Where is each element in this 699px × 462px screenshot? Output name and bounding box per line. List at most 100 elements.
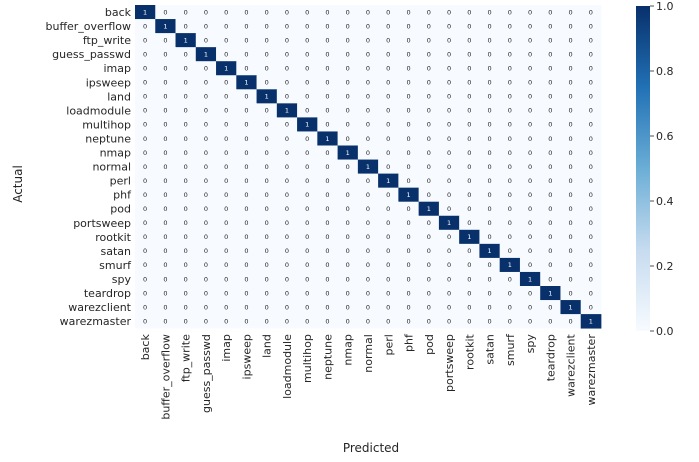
cell-value-label: 0 xyxy=(366,233,370,241)
cell-value-label: 0 xyxy=(406,177,410,185)
cell-value-label: 0 xyxy=(366,121,370,129)
heatmap-cell xyxy=(216,229,237,245)
heatmap-cell xyxy=(580,5,602,20)
heatmap-cell xyxy=(560,75,582,90)
cell-value-label: 1 xyxy=(184,36,188,44)
heatmap-cell xyxy=(337,117,359,132)
cell-value-label: 0 xyxy=(569,177,573,185)
cell-value-label: 0 xyxy=(467,36,471,44)
heatmap-cell xyxy=(398,5,420,20)
heatmap-cell xyxy=(236,89,257,104)
cell-value-label: 0 xyxy=(143,149,147,157)
cell-value-label: 0 xyxy=(386,247,390,255)
cell-value-label: 0 xyxy=(508,303,512,311)
heatmap-cell xyxy=(135,257,156,273)
heatmap-cell xyxy=(276,89,298,104)
cell-value-label: 0 xyxy=(224,121,228,129)
heatmap-cell xyxy=(479,229,501,245)
cell-value-label: 0 xyxy=(265,317,269,325)
heatmap-cell xyxy=(155,229,176,245)
cell-value-label: 0 xyxy=(528,191,532,199)
heatmap-cell xyxy=(479,201,501,217)
cell-value-label: 0 xyxy=(346,107,350,115)
y-tick-labels: backbuffer_overflowftp_writeguess_passwd… xyxy=(45,6,132,328)
cell-value-label: 0 xyxy=(467,303,471,311)
cell-value-label: 0 xyxy=(244,317,248,325)
heatmap-cell xyxy=(418,271,440,287)
cell-value-label: 0 xyxy=(184,317,188,325)
cell-value-label: 0 xyxy=(285,261,289,269)
cell-value-label: 0 xyxy=(346,191,350,199)
heatmap-cell xyxy=(499,173,521,189)
cell-value-label: 0 xyxy=(285,93,289,101)
x-tick-label: spy xyxy=(524,334,537,354)
heatmap-cell xyxy=(479,286,501,301)
heatmap-cell xyxy=(438,286,460,301)
heatmap-cell xyxy=(519,314,541,329)
heatmap-cell xyxy=(276,61,298,76)
cell-value-label: 0 xyxy=(346,303,350,311)
cell-value-label: 0 xyxy=(244,233,248,241)
cell-value-label: 0 xyxy=(447,22,451,30)
y-tick-label: neptune xyxy=(85,132,131,145)
heatmap-cell xyxy=(519,286,541,301)
heatmap-cell xyxy=(195,117,217,132)
heatmap-cell xyxy=(479,271,501,287)
cell-value-label: 0 xyxy=(184,22,188,30)
heatmap-cell xyxy=(276,145,298,160)
heatmap-cell xyxy=(135,33,156,48)
x-tick-label: buffer_overflow xyxy=(159,334,172,420)
cell-value-label: 0 xyxy=(163,205,167,213)
cell-value-label: 0 xyxy=(285,177,289,185)
cell-value-label: 0 xyxy=(589,135,593,143)
heatmap-cell xyxy=(540,229,561,245)
heatmap-cell xyxy=(580,117,602,132)
cell-value-label: 0 xyxy=(467,177,471,185)
heatmap-cell xyxy=(540,103,561,118)
cell-value-label: 0 xyxy=(569,135,573,143)
heatmap-cell xyxy=(135,243,156,259)
heatmap-cell xyxy=(297,215,318,231)
heatmap-cell xyxy=(195,159,217,174)
heatmap-cell xyxy=(317,33,338,48)
heatmap-cell xyxy=(418,89,440,104)
heatmap-cell xyxy=(357,75,379,90)
heatmap-cell xyxy=(378,229,399,245)
heatmap-cell xyxy=(236,173,257,189)
cell-value-label: 0 xyxy=(427,149,431,157)
heatmap-cell xyxy=(195,5,217,20)
heatmap-cell xyxy=(560,243,582,259)
cell-value-label: 0 xyxy=(508,65,512,73)
heatmap-cell xyxy=(317,271,338,287)
y-tick-label: pod xyxy=(110,203,131,216)
cell-value-label: 0 xyxy=(163,261,167,269)
heatmap-cell xyxy=(337,47,359,62)
cell-value-label: 0 xyxy=(487,107,491,115)
heatmap-cell xyxy=(540,75,561,90)
heatmap-cell xyxy=(560,19,582,34)
cell-value-label: 0 xyxy=(589,107,593,115)
heatmap-cell xyxy=(560,47,582,62)
cell-value-label: 0 xyxy=(569,247,573,255)
y-tick-label: phf xyxy=(113,189,132,202)
heatmap-cell xyxy=(398,103,420,118)
heatmap-cell xyxy=(560,286,582,301)
cell-value-label: 0 xyxy=(487,177,491,185)
cell-value-label: 0 xyxy=(285,247,289,255)
cell-value-label: 0 xyxy=(406,261,410,269)
heatmap-cell xyxy=(580,229,602,245)
heatmap-cell xyxy=(560,33,582,48)
cell-value-label: 0 xyxy=(346,289,350,297)
cell-value-label: 0 xyxy=(589,121,593,129)
cell-value-label: 0 xyxy=(325,177,329,185)
heatmap-cell xyxy=(560,159,582,174)
heatmap-cell xyxy=(418,159,440,174)
cell-value-label: 0 xyxy=(224,247,228,255)
cell-value-label: 0 xyxy=(427,317,431,325)
cell-value-label: 0 xyxy=(285,317,289,325)
cell-value-label: 0 xyxy=(204,219,208,227)
cell-value-label: 0 xyxy=(406,233,410,241)
heatmap-cell xyxy=(540,19,561,34)
heatmap-cell xyxy=(398,243,420,259)
heatmap-cell xyxy=(195,33,217,48)
